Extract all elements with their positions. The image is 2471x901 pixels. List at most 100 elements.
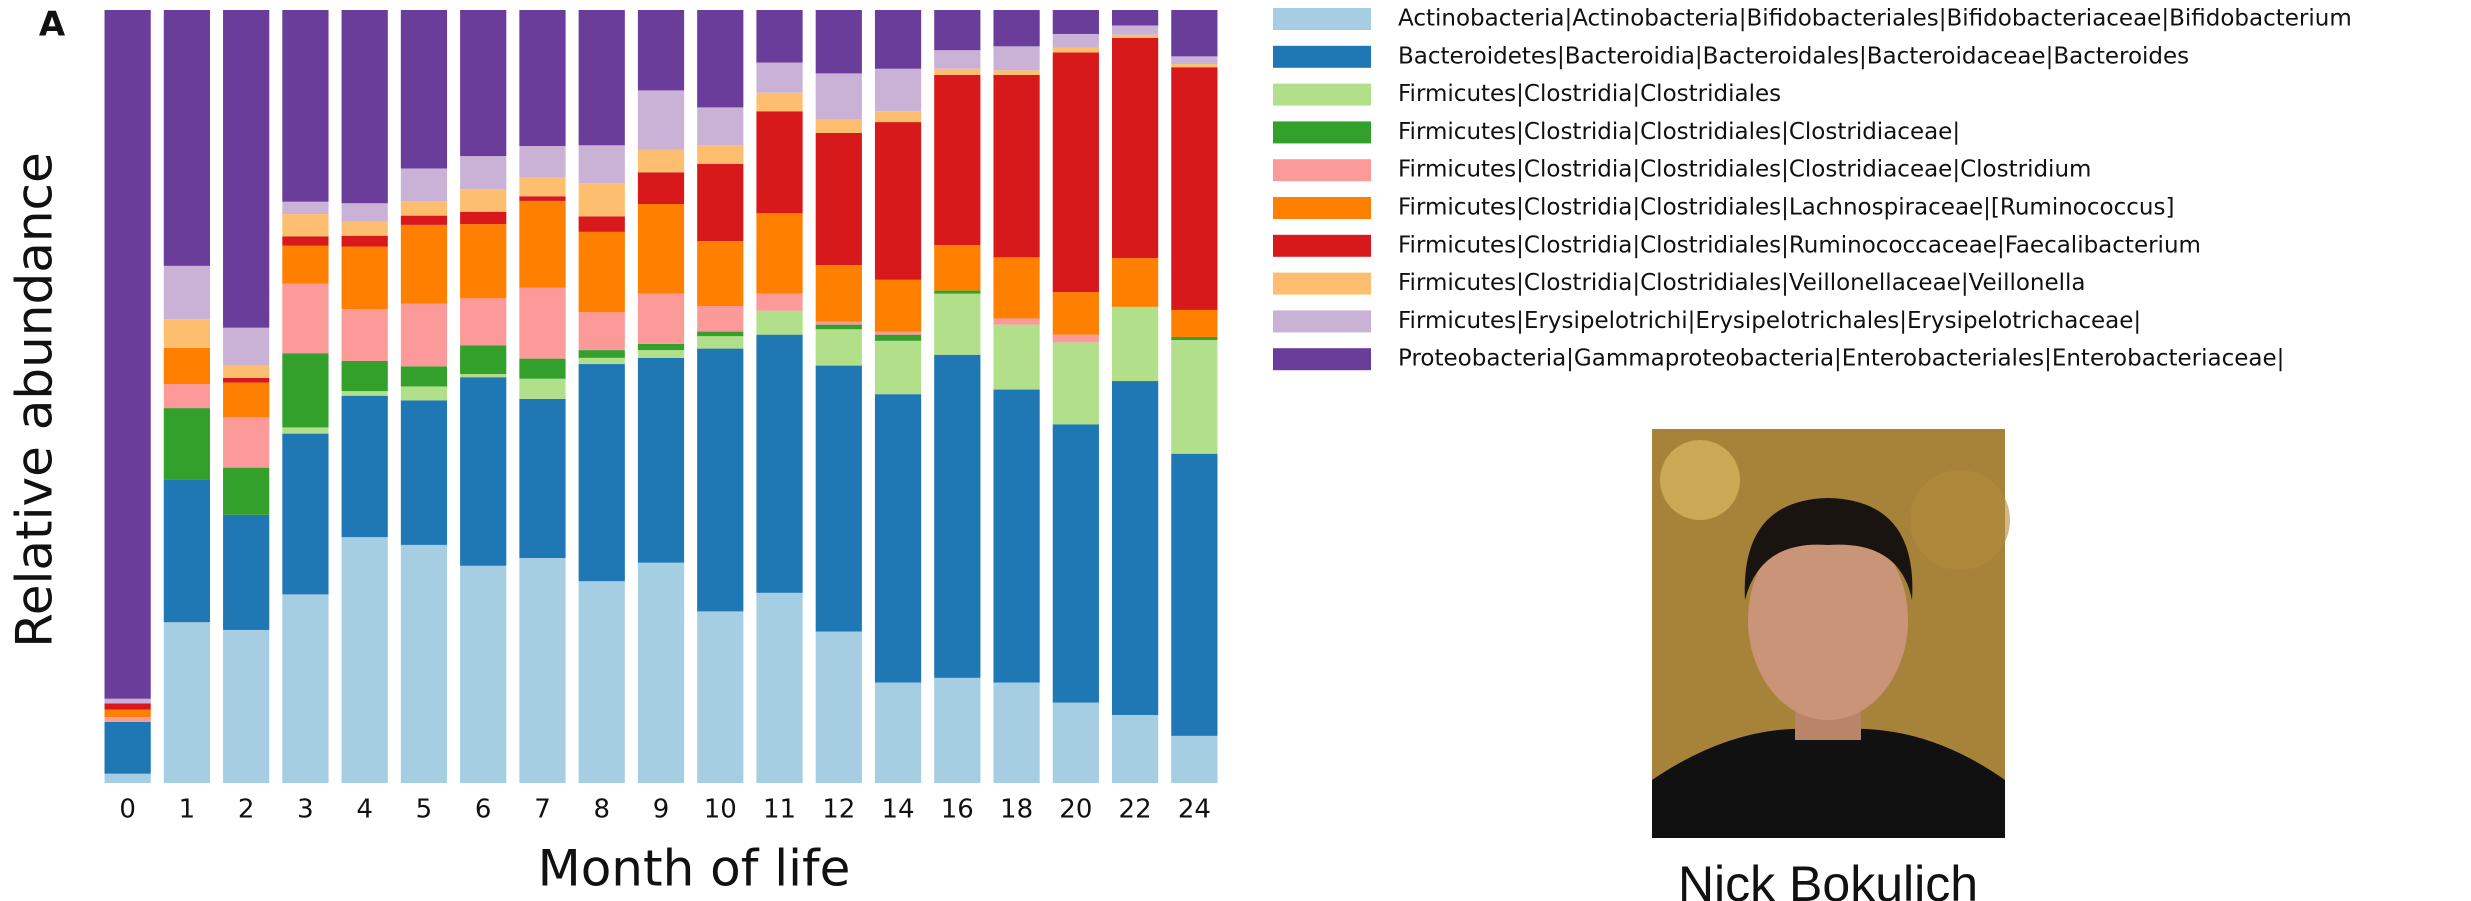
photo-leaf: [1660, 440, 1740, 520]
bar-segment: [282, 246, 328, 284]
bar-segment: [519, 196, 565, 201]
bar-segment: [519, 399, 565, 558]
bar-segment: [282, 434, 328, 595]
bar-segment: [460, 10, 506, 156]
bar-segment: [342, 247, 388, 310]
bar-segment: [164, 10, 210, 266]
bar-segment: [638, 150, 684, 172]
legend-swatch: [1273, 310, 1371, 332]
bar-segment: [342, 537, 388, 783]
bar-segment: [223, 630, 269, 783]
bar-segment: [105, 703, 151, 709]
bar-segment: [223, 383, 269, 418]
bar-segment: [164, 266, 210, 319]
bar-segment: [282, 427, 328, 433]
bar-segment: [164, 348, 210, 384]
bar-segment: [638, 563, 684, 783]
bar-segment: [756, 593, 802, 783]
bar-segment: [519, 10, 565, 146]
legend-label: Bacteroidetes|Bacteroidia|Bacteroidales|…: [1398, 43, 2189, 69]
bar-segment: [282, 284, 328, 354]
bar-segment: [401, 366, 447, 386]
bar-segment: [638, 90, 684, 150]
legend-label: Firmicutes|Clostridia|Clostridiales|Rumi…: [1398, 232, 2201, 258]
legend-label: Firmicutes|Erysipelotrichi|Erysipelotric…: [1398, 308, 2141, 334]
bar-segment: [756, 294, 802, 311]
bar-segment: [1053, 424, 1099, 702]
bar-segment: [401, 10, 447, 168]
bar-segment: [875, 335, 921, 341]
bar-segment: [756, 213, 802, 293]
bar-segment: [105, 710, 151, 718]
legend-label: Firmicutes|Clostridia|Clostridiales|Lach…: [1398, 195, 2174, 221]
bar-segment: [697, 241, 743, 306]
bar-segment: [934, 294, 980, 355]
bar-segment: [282, 594, 328, 783]
bar-segment: [1171, 310, 1217, 337]
portrait-photo: [1652, 429, 2010, 838]
bar-segment: [342, 10, 388, 203]
bar-segment: [638, 358, 684, 563]
bar-segment: [1112, 35, 1158, 38]
bar-segment: [401, 168, 447, 201]
legend-swatch: [1273, 8, 1371, 30]
x-tick-label: 14: [882, 795, 915, 825]
bar-segment: [401, 545, 447, 783]
x-tick-label: 0: [119, 795, 136, 825]
bar-segment: [223, 366, 269, 378]
bar-segment: [875, 394, 921, 682]
x-tick-label: 3: [297, 795, 314, 825]
bar-segment: [934, 50, 980, 69]
bar-segment: [519, 379, 565, 399]
x-tick-label: 22: [1119, 795, 1152, 825]
bar-segment: [579, 10, 625, 145]
bar-segment: [105, 717, 151, 722]
bar-segment: [579, 145, 625, 183]
bar-segment: [993, 683, 1039, 783]
bar-segment: [697, 145, 743, 164]
bar-segment: [756, 311, 802, 335]
bar-segment: [697, 306, 743, 332]
bar-segment: [282, 236, 328, 245]
bar-segment: [1053, 34, 1099, 48]
bar-segment: [638, 294, 684, 344]
bar-segment: [460, 156, 506, 189]
x-tick-label: 5: [416, 795, 433, 825]
bar-segment: [875, 122, 921, 280]
bar-segment: [579, 358, 625, 364]
legend-swatch: [1273, 46, 1371, 68]
bar-segment: [993, 318, 1039, 324]
bar-segment: [697, 336, 743, 348]
bar-segment: [1053, 335, 1099, 343]
photo-leaf: [1910, 470, 2010, 570]
bar-segment: [1112, 10, 1158, 25]
bar-segment: [697, 611, 743, 783]
bar-segment: [579, 364, 625, 581]
bar-segment: [401, 400, 447, 545]
bar-segment: [697, 349, 743, 612]
bar-segment: [1171, 340, 1217, 454]
bar-segment: [638, 344, 684, 350]
legend-swatch: [1273, 348, 1371, 370]
x-tick-label: 12: [822, 795, 855, 825]
bar-segment: [223, 468, 269, 515]
bar-segment: [697, 10, 743, 107]
bar-segment: [519, 201, 565, 288]
x-tick-label: 20: [1059, 795, 1092, 825]
bar-segment: [1171, 67, 1217, 310]
x-tick-label: 24: [1178, 795, 1211, 825]
bar-segment: [223, 515, 269, 630]
x-tick-label: 8: [593, 795, 610, 825]
bar-segment: [1053, 53, 1099, 293]
bar-segment: [519, 359, 565, 379]
x-tick-label: 10: [704, 795, 737, 825]
bar-segment: [816, 325, 862, 330]
bar-segment: [342, 396, 388, 537]
bar-segment: [460, 189, 506, 211]
bar-segment: [105, 774, 151, 783]
bar-segment: [1171, 454, 1217, 736]
bar-segment: [401, 225, 447, 304]
legend-swatch: [1273, 159, 1371, 181]
bar-segment: [579, 216, 625, 231]
legend-label: Firmicutes|Clostridia|Clostridiales: [1398, 81, 1781, 107]
